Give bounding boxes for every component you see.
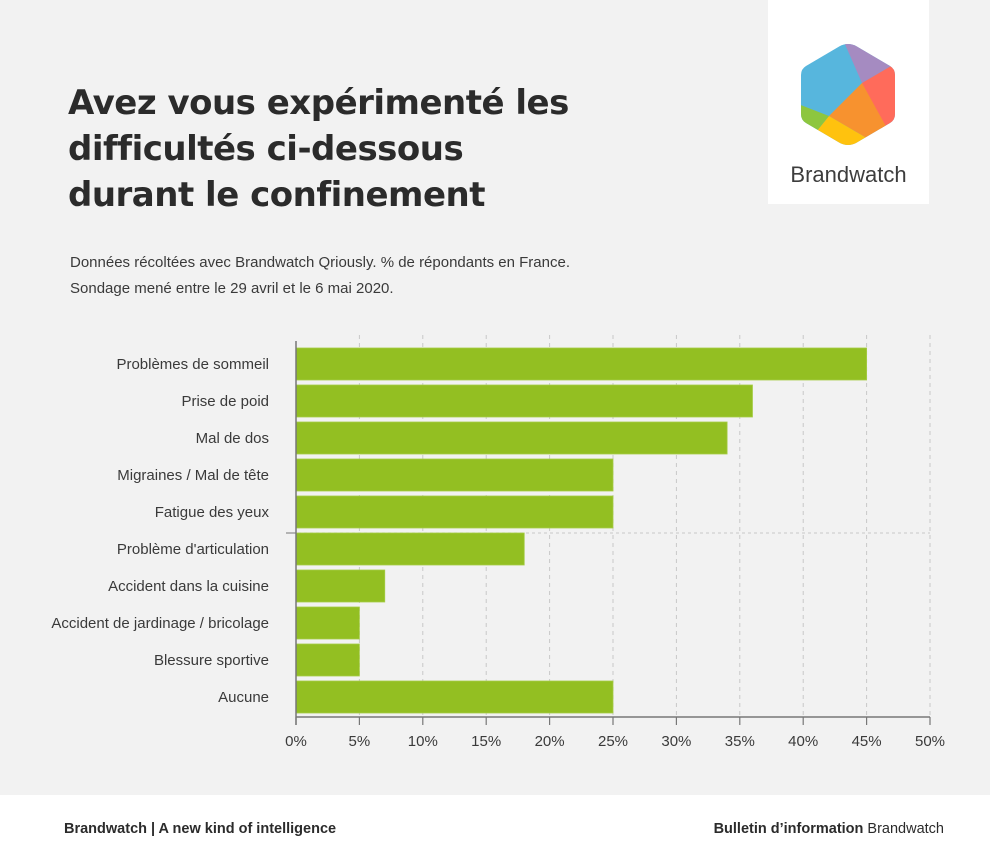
footer: Brandwatch | A new kind of intelligence … <box>0 795 990 866</box>
category-label: Fatigue des yeux <box>155 504 270 521</box>
x-tick-label: 15% <box>471 733 501 750</box>
subtitle-line: Données récoltées avec Brandwatch Qrious… <box>70 254 570 271</box>
footer-newsletter-bold: Bulletin d’information <box>713 821 864 837</box>
title-line: durant le confinement <box>68 175 485 215</box>
bar <box>295 421 728 455</box>
page-title: Avez vous expérimenté les difficultés ci… <box>68 80 628 218</box>
x-tick-label: 0% <box>285 733 307 750</box>
brand-logo-card: Brandwatch <box>768 0 929 204</box>
x-tick-label: 30% <box>661 733 691 750</box>
category-label: Problème d'articulation <box>117 541 269 558</box>
bar <box>295 569 386 603</box>
category-label: Accident dans la cuisine <box>108 578 269 595</box>
x-tick-label: 45% <box>852 733 882 750</box>
bar <box>295 384 753 418</box>
bar <box>295 347 867 381</box>
bar <box>295 532 525 566</box>
bar <box>295 606 360 640</box>
x-tick-label: 20% <box>535 733 565 750</box>
category-label: Migraines / Mal de tête <box>117 467 269 484</box>
footer-newsletter: Bulletin d’information Brandwatch <box>714 821 944 837</box>
footer-tagline: Brandwatch | A new kind of intelligence <box>64 821 337 837</box>
title-line: difficultés ci-dessous <box>68 129 464 169</box>
category-label: Accident de jardinage / bricolage <box>51 615 269 632</box>
brand-logo-text: Brandwatch <box>790 162 907 187</box>
category-label: Problèmes de sommeil <box>116 356 269 373</box>
x-tick-label: 40% <box>788 733 818 750</box>
x-tick-label: 5% <box>349 733 371 750</box>
bar <box>295 458 614 492</box>
subtitle-line: Sondage mené entre le 29 avril et le 6 m… <box>70 280 394 297</box>
x-tick-label: 50% <box>915 733 945 750</box>
category-label: Blessure sportive <box>154 652 269 669</box>
bar <box>295 495 614 529</box>
title-line: Avez vous expérimenté les <box>68 83 569 123</box>
x-tick-label: 35% <box>725 733 755 750</box>
footer-newsletter-brand: Brandwatch <box>863 821 944 837</box>
x-tick-label: 10% <box>408 733 438 750</box>
category-label: Prise de poid <box>181 393 269 410</box>
category-label: Mal de dos <box>196 430 269 447</box>
category-label: Aucune <box>218 689 269 706</box>
bar <box>295 680 614 714</box>
brandwatch-hexagon-logo-icon <box>801 44 895 145</box>
subtitle: Données récoltées avec Brandwatch Qrious… <box>70 250 710 302</box>
bar-chart: Problèmes de sommeil Prise de poid Mal de … <box>51 335 945 750</box>
x-tick-label: 25% <box>598 733 628 750</box>
bar <box>295 643 360 677</box>
